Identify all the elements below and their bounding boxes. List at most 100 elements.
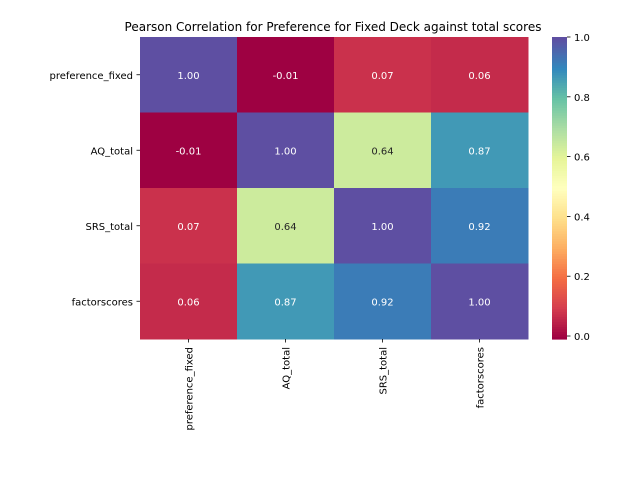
colorbar-segment-103 — [552, 77, 567, 81]
cell-annotation-0-0: 1.00 — [177, 71, 199, 82]
colorbar-segment-96 — [552, 94, 567, 98]
colorbar-segment-29 — [552, 263, 567, 267]
cell-annotation-2-2: 1.00 — [371, 222, 393, 233]
colorbar-segment-85 — [552, 122, 567, 126]
colorbar-segment-42 — [552, 230, 567, 234]
colorbar-segment-13 — [552, 303, 567, 307]
colorbar-segment-34 — [552, 250, 567, 255]
y-tick-label-2: SRS_total — [85, 222, 133, 233]
colorbar-segment-116 — [552, 44, 567, 48]
heatmap-cell-0-1 — [237, 37, 335, 113]
colorbar-segment-94 — [552, 99, 567, 104]
colorbar-segment-14 — [552, 301, 567, 305]
colorbar-segment-77 — [552, 142, 567, 146]
colorbar-segment-105 — [552, 72, 567, 76]
colorbar-segment-9 — [552, 313, 567, 317]
colorbar-segment-107 — [552, 67, 567, 71]
colorbar-segment-98 — [552, 89, 567, 93]
cell-annotation-1-0: -0.01 — [176, 146, 202, 157]
colorbar-segment-113 — [552, 52, 567, 56]
colorbar-segment-45 — [552, 223, 567, 227]
cell-annotation-3-2: 0.92 — [371, 297, 393, 308]
colorbar-segment-38 — [552, 240, 567, 244]
heatmap-cell-3-3 — [431, 263, 529, 340]
heatmap-cell-2-0 — [140, 188, 238, 264]
colorbar-segment-62 — [552, 180, 567, 184]
cell-annotation-3-3: 1.00 — [468, 297, 490, 308]
colorbar-segment-43 — [552, 228, 567, 232]
colorbar-segment-26 — [552, 271, 567, 275]
colorbar-segment-22 — [552, 281, 567, 285]
y-tick-label-1: AQ_total — [91, 146, 133, 157]
cell-annotation-3-1: 0.87 — [274, 297, 296, 308]
heatmap-annotations: 1.00 -0.01 0.07 0.06 -0.01 1.00 0.64 0.87 0.07 0.… — [176, 71, 491, 309]
cell-annotation-2-0: 0.07 — [177, 222, 199, 233]
colorbar-segment-87 — [552, 117, 567, 121]
colorbar-segment-81 — [552, 132, 567, 136]
heatmap-cell-0-0 — [140, 37, 238, 113]
colorbar-segment-15 — [552, 298, 567, 302]
colorbar-segment-12 — [552, 306, 567, 310]
colorbar-segment-5 — [552, 323, 567, 328]
cell-annotation-1-2: 0.64 — [371, 146, 393, 157]
colorbar-segment-67 — [552, 167, 567, 171]
colorbar-tick-label-0: 0.0 — [574, 332, 590, 343]
y-axis-ticks: preference_fixed AQ_total SRS_totalfactors… — [49, 71, 140, 308]
heatmap-cell-1-2 — [334, 112, 432, 189]
colorbar-segment-89 — [552, 112, 567, 116]
colorbar-segment-59 — [552, 188, 567, 192]
colorbar-segment-82 — [552, 130, 567, 134]
colorbar-segment-80 — [552, 135, 567, 139]
colorbar-segment-66 — [552, 170, 567, 174]
colorbar-segment-18 — [552, 291, 567, 295]
colorbar-segment-41 — [552, 233, 567, 237]
colorbar-segment-46 — [552, 220, 567, 224]
chart-title: Pearson Correlation for Preference for F… — [125, 20, 542, 34]
colorbar-segment-90 — [552, 109, 567, 114]
heatmap-cell-2-1 — [237, 188, 335, 264]
heatmap-cell-3-0 — [140, 263, 238, 340]
heatmap-cell-1-0 — [140, 112, 238, 189]
colorbar-segment-31 — [552, 258, 567, 262]
heatmap-cell-1-3 — [431, 112, 529, 189]
colorbar-segment-4 — [552, 326, 567, 330]
colorbar-segment-88 — [552, 115, 567, 119]
colorbar-tick-label-3: 0.6 — [574, 153, 590, 164]
colorbar-segment-25 — [552, 273, 567, 277]
x-tick-label-2: SRS_total — [379, 347, 390, 395]
colorbar-segment-3 — [552, 328, 567, 333]
colorbar-segment-27 — [552, 268, 567, 272]
colorbar-segment-56 — [552, 195, 567, 199]
colorbar-segment-92 — [552, 104, 567, 109]
colorbar-segment-60 — [552, 185, 567, 189]
colorbar-segment-101 — [552, 82, 567, 86]
cell-annotation-0-1: -0.01 — [273, 71, 299, 82]
heatmap-cell-0-2 — [334, 37, 432, 113]
x-tick-label-1: AQ_total — [282, 347, 293, 389]
colorbar-segment-23 — [552, 278, 567, 282]
colorbar-segment-1 — [552, 333, 567, 338]
heatmap-cell-0-3 — [431, 37, 529, 113]
colorbar-segment-79 — [552, 137, 567, 141]
colorbar-tick-label-5: 1.0 — [574, 33, 590, 44]
colorbar-segment-2 — [552, 331, 567, 335]
colorbar-tick-label-2: 0.4 — [574, 212, 590, 223]
colorbar-segment-114 — [552, 49, 567, 53]
y-tick-label-0: preference_fixed — [49, 71, 133, 82]
colorbar-segment-7 — [552, 318, 567, 322]
cell-annotation-1-3: 0.87 — [468, 146, 490, 157]
colorbar-segment-73 — [552, 152, 567, 156]
colorbar-segment-100 — [552, 84, 567, 88]
colorbar-segment-64 — [552, 175, 567, 179]
colorbar-segment-119 — [552, 37, 567, 41]
colorbar-segment-6 — [552, 321, 567, 325]
colorbar-segment-35 — [552, 248, 567, 252]
colorbar-segment-91 — [552, 107, 567, 111]
colorbar-segment-111 — [552, 57, 567, 61]
colorbar-segment-30 — [552, 260, 567, 265]
colorbar-segment-10 — [552, 311, 567, 315]
colorbar-segment-8 — [552, 316, 567, 320]
colorbar-segment-118 — [552, 39, 567, 43]
